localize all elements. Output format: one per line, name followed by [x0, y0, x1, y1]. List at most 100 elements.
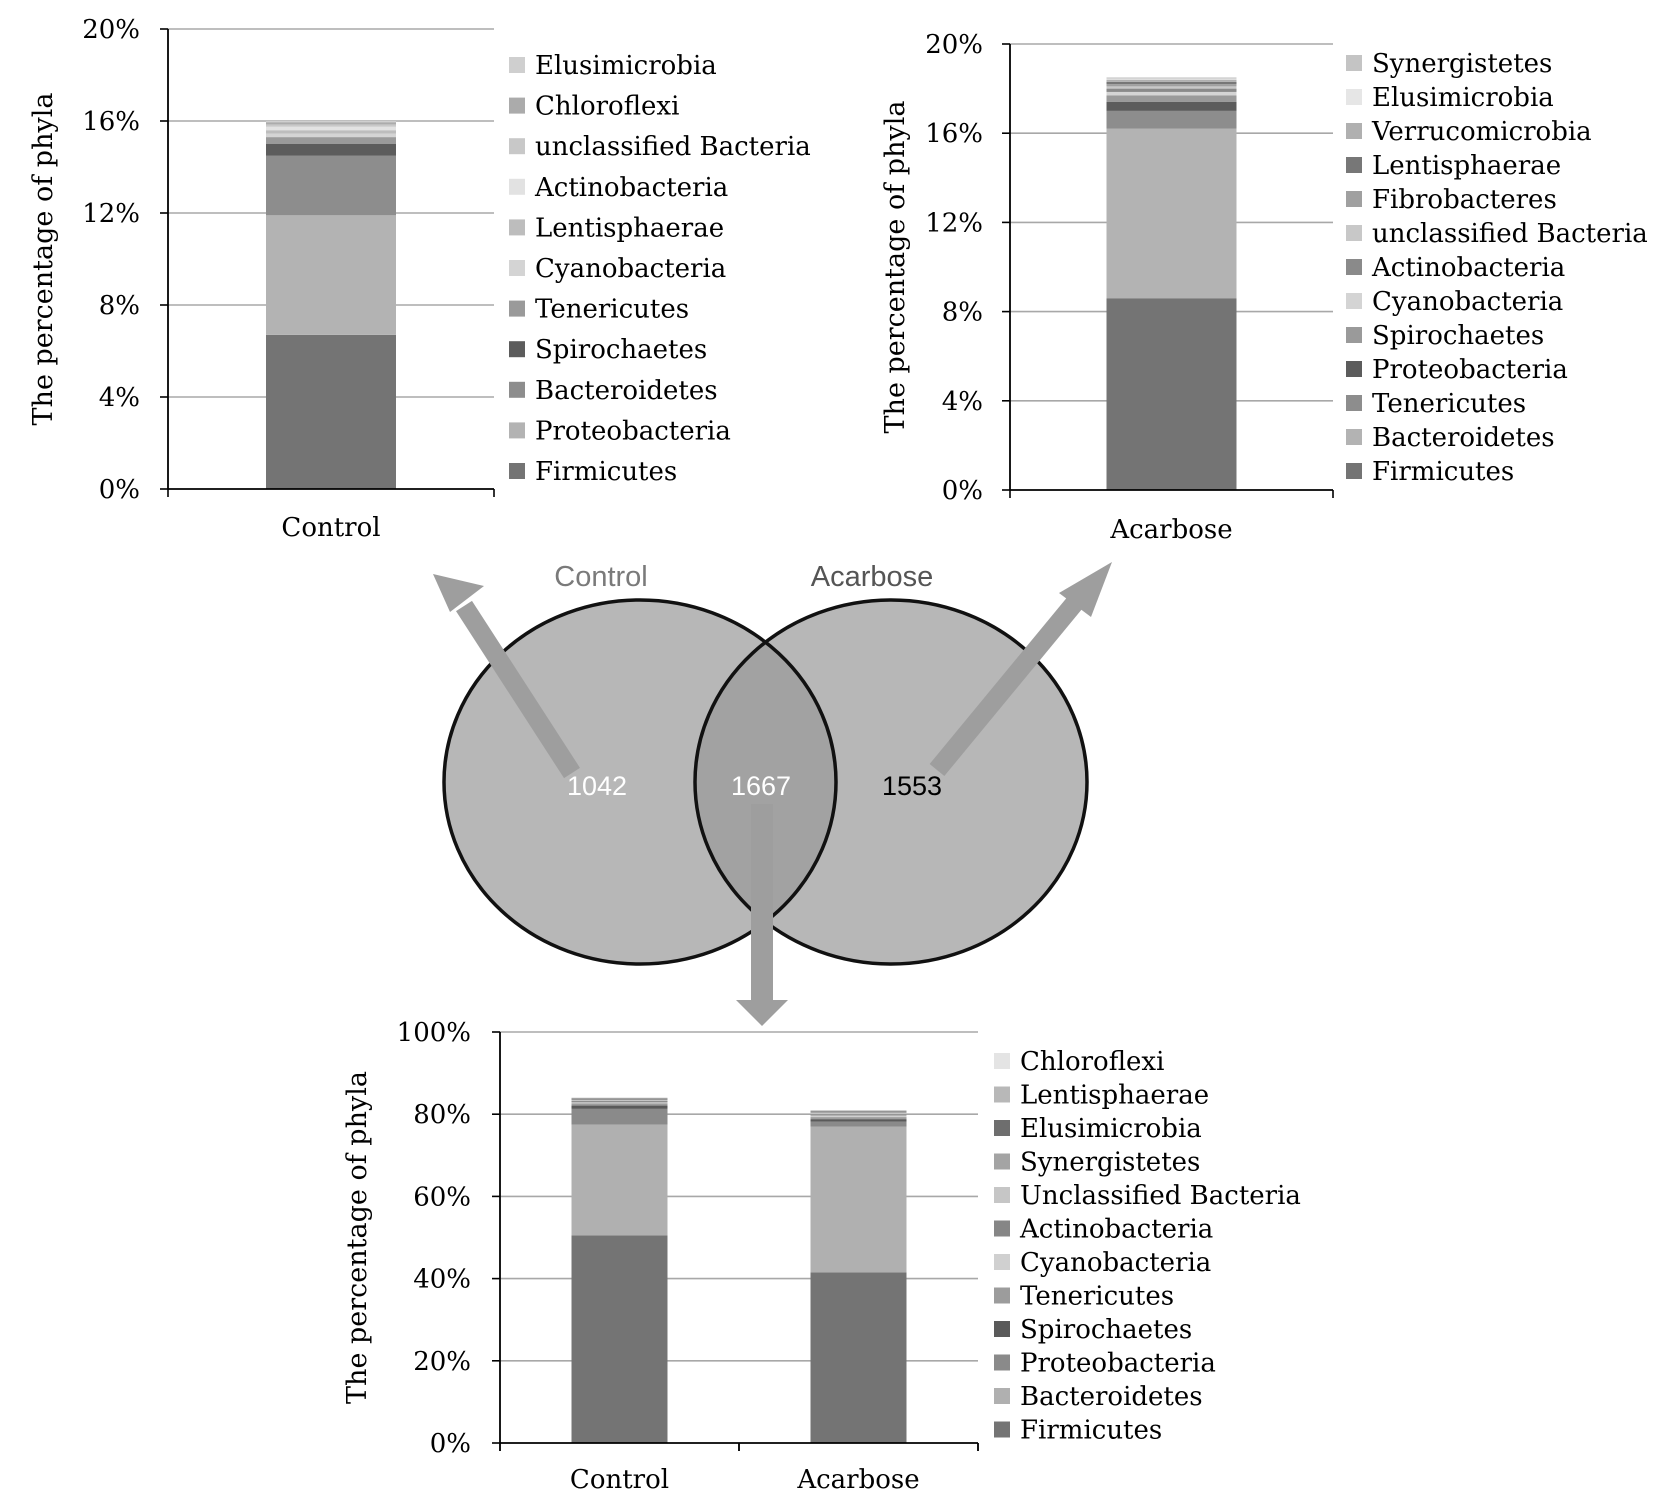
legend-swatch	[1346, 327, 1362, 343]
chart-control-unique-phyla: 0% 4% 8% 12% 16% 20% Control The percentage of …	[28, 15, 811, 543]
y-tick-label: 20%	[413, 1347, 471, 1377]
y-axis-label: The percentage of phyla	[28, 93, 59, 426]
bar-segment-tenericutes	[1106, 110, 1237, 129]
bar-segment-verrucomicrobia	[1106, 79, 1237, 82]
bar-segment-elusimicrobia	[571, 1098, 668, 1100]
y-tick-label: 60%	[413, 1182, 471, 1212]
legend-label: Cyanobacteria	[1372, 287, 1563, 317]
legend-swatch	[1346, 293, 1362, 309]
legend-swatch	[1346, 191, 1362, 207]
legend-swatch	[509, 260, 525, 276]
y-tick-label: 8%	[99, 291, 140, 321]
venn-diagram: Control Acarbose 1042 1667 1553	[433, 561, 1112, 1026]
bar-segment-tenericutes	[810, 1117, 907, 1120]
legend-label: Fibrobacteres	[1372, 185, 1557, 215]
bar-segment-actinobacteria	[1106, 88, 1237, 92]
legend-label: Bacteroidetes	[1020, 1382, 1203, 1412]
legend-swatch	[994, 1421, 1010, 1438]
arrow-to-control-chart	[433, 574, 580, 779]
legend-label: Elusimicrobia	[1372, 83, 1554, 113]
y-tick-label: 4%	[99, 383, 140, 413]
legend-label: Proteobacteria	[535, 416, 731, 446]
bar-segment-elusimicrobia	[266, 121, 396, 123]
bar-segment-spirochaetes	[266, 144, 396, 156]
legend-swatch	[509, 219, 525, 236]
bar-segment-lentisphaerae	[571, 1097, 668, 1099]
legend-swatch	[994, 1120, 1010, 1136]
bar-segment-cyanobacteria	[1106, 91, 1237, 96]
venn-label-control: Control	[554, 561, 648, 593]
legend-label: Elusimicrobia	[1020, 1114, 1202, 1144]
legend-swatch	[994, 1086, 1010, 1103]
legend-label: unclassified Bacteria	[535, 132, 811, 162]
venn-count-control-only: 1042	[567, 771, 627, 801]
venn-circle-acarbose-outline	[693, 598, 1089, 966]
bar-segment-synergistetes	[810, 1112, 907, 1113]
legend-swatch	[994, 1220, 1010, 1237]
legend-swatch	[509, 138, 525, 155]
legend-label: Proteobacteria	[1372, 355, 1568, 385]
y-tick-label: 0%	[99, 475, 140, 505]
bar-segment-proteobacteria	[571, 1108, 668, 1125]
bar-segment-cyanobacteria	[571, 1102, 668, 1104]
legend-swatch	[509, 463, 525, 479]
legend-swatch	[994, 1254, 1010, 1270]
y-tick-label: 12%	[82, 199, 140, 229]
legend-label: Lentisphaerae	[1372, 151, 1561, 181]
bar-segment-bacteroidetes	[810, 1126, 907, 1273]
legend-label: Spirochaetes	[535, 335, 707, 365]
bar-segment-lentisphaerae	[810, 1110, 907, 1112]
bar-segment-synergistetes	[1106, 77, 1237, 79]
bar-segment-elusimicrobia	[810, 1111, 907, 1113]
legend-swatch	[1346, 429, 1362, 445]
legend-label: Spirochaetes	[1020, 1315, 1192, 1345]
bar-segment-bacteroidetes	[266, 155, 396, 216]
bar-segment-cyanobacteria	[810, 1115, 907, 1118]
y-axis-label: The percentage of phyla	[342, 1071, 373, 1404]
legend-swatch	[1346, 259, 1362, 275]
legend: Elusimicrobia Chloroflexi unclassified Bac…	[509, 51, 811, 487]
legend-swatch	[509, 422, 525, 439]
bar-segment-unclassified-bacteria	[810, 1112, 907, 1115]
bar-segment-firmicutes	[571, 1235, 668, 1443]
legend: Synergistetes Elusimicrobia Verrucomicrobi…	[1346, 49, 1648, 487]
bar-segment-unclassified-bacteria	[571, 1100, 668, 1102]
legend-label: Firmicutes	[1020, 1416, 1162, 1446]
bar-segment-actinobacteria	[266, 126, 396, 131]
legend-label: Synergistetes	[1020, 1148, 1200, 1178]
bar-segment-cyanobacteria	[266, 133, 396, 138]
legend-label: Bacteroidetes	[1372, 423, 1555, 453]
venn-count-shared: 1667	[731, 771, 791, 801]
legend-label: Tenericutes	[1020, 1282, 1174, 1312]
bar-segment-tenericutes	[266, 137, 396, 144]
bar-segment-firmicutes	[1106, 298, 1237, 490]
chart-shared-phyla: 0% 20% 40% 60% 80% 100% Control Acarbose The per…	[342, 1018, 1301, 1493]
legend-label: Cyanobacteria	[1020, 1248, 1211, 1278]
legend-label: Tenericutes	[535, 295, 689, 325]
bar-segment-unclassified-bacteria	[1106, 86, 1237, 89]
bar-segment-synergistetes	[571, 1099, 668, 1101]
bar-segment-proteobacteria	[810, 1121, 907, 1127]
y-tick-label: 0%	[942, 476, 983, 506]
legend-swatch	[1346, 89, 1362, 105]
legend-swatch	[994, 1321, 1010, 1337]
legend-label: Chloroflexi	[535, 92, 679, 122]
y-tick-label: 40%	[413, 1265, 471, 1295]
arrow-to-shared-chart	[736, 804, 788, 1026]
legend-swatch	[509, 57, 525, 73]
venn-count-acarbose-only: 1553	[882, 771, 942, 801]
chart-acarbose-unique-phyla: 0% 4% 8% 12% 16% 20% Acarbose The percentage of…	[880, 30, 1648, 545]
legend-label: Unclassified Bacteria	[1020, 1181, 1301, 1211]
bar-segment-proteobacteria	[1106, 101, 1237, 111]
legend-label: Elusimicrobia	[535, 51, 717, 81]
bar-segment-lentisphaerae	[266, 130, 396, 134]
y-tick-label: 16%	[82, 107, 140, 137]
legend-label: Lentisphaerae	[1020, 1081, 1209, 1111]
legend-swatch	[1346, 123, 1362, 139]
x-category-label: Acarbose	[796, 1465, 919, 1493]
legend-label: Lentisphaerae	[535, 213, 724, 243]
legend-label: Proteobacteria	[1020, 1349, 1216, 1379]
legend-label: Actinobacteria	[534, 173, 728, 203]
